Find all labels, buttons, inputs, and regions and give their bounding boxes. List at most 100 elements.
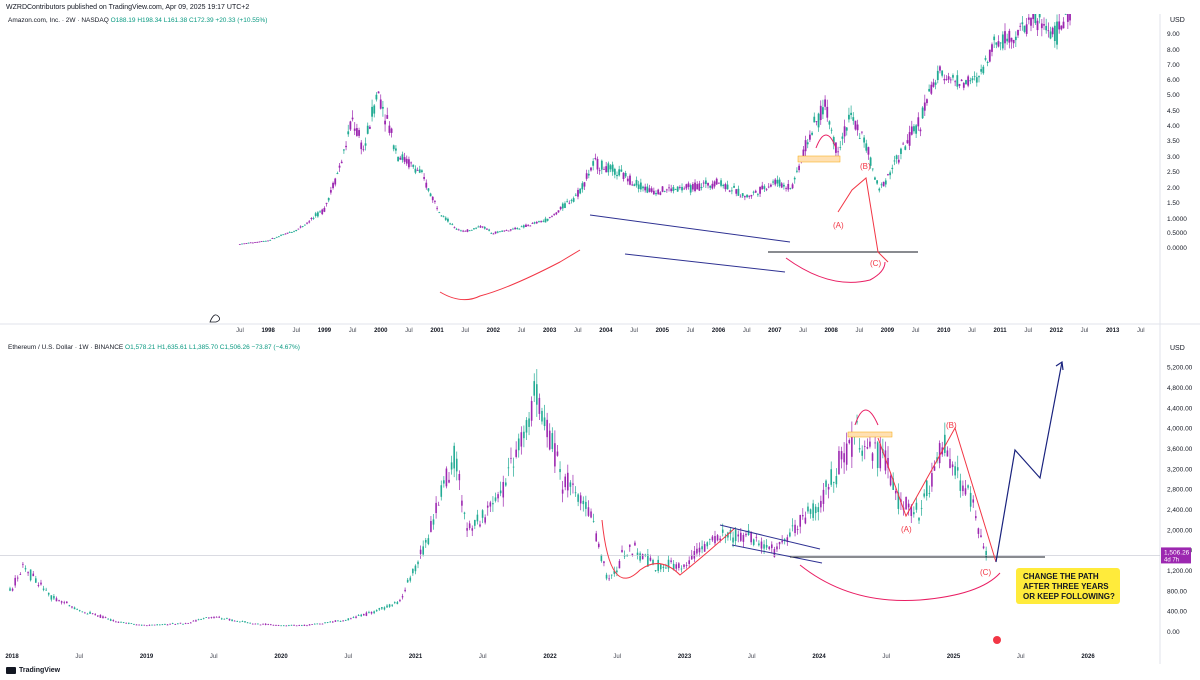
eth-candle (37, 584, 40, 586)
amzn-candle (655, 193, 657, 195)
amzn-candle (642, 186, 644, 189)
eth-time-tick: 2025 (947, 654, 961, 660)
eth-candle (486, 505, 489, 508)
event-flag-icon (993, 636, 1001, 644)
amzn-candle (910, 126, 913, 135)
eth-candle (907, 503, 910, 508)
amzn-time-tick: 2002 (487, 328, 501, 334)
amzn-candle (993, 36, 996, 41)
amzn-candle (542, 220, 545, 222)
eth-top-zone (847, 431, 893, 438)
amzn-candle (1008, 30, 1011, 43)
amzn-price-tick: 0.0000 (1167, 245, 1187, 252)
eth-candle (476, 514, 479, 522)
eth-candle (344, 619, 347, 621)
eth-label-a: (A) (901, 525, 912, 534)
eth-candle (251, 623, 254, 625)
eth-candle (138, 624, 140, 626)
eth-candle (597, 543, 600, 548)
amzn-candle (1019, 25, 1022, 27)
amzn-candle (412, 164, 415, 167)
amzn-candle (802, 149, 805, 157)
amzn-candle (943, 78, 946, 81)
amzn-candle (700, 186, 703, 189)
eth-candle (825, 480, 827, 487)
eth-candle (202, 618, 205, 620)
amzn-candle (971, 78, 974, 81)
eth-candle (153, 624, 156, 626)
eth-candle (288, 625, 290, 627)
eth-candle (355, 616, 357, 618)
eth-candle (81, 611, 84, 613)
amzn-candle (756, 194, 759, 196)
eth-price-tick: 4,000.00 (1167, 426, 1193, 433)
eth-callout-line: CHANGE THE PATH (1023, 572, 1099, 581)
eth-candle (577, 494, 579, 502)
amzn-candle (512, 228, 514, 230)
eth-candle (791, 525, 794, 527)
amzn-candle (312, 217, 315, 219)
amzn-candle (1017, 29, 1019, 36)
eth-time-tick: Jul (479, 654, 487, 660)
amzn-candle (603, 168, 605, 170)
eth-candle (140, 624, 143, 626)
amzn-candle (713, 181, 716, 187)
amzn-candle (1045, 25, 1048, 31)
eth-candle (386, 605, 388, 608)
amzn-candle (958, 84, 961, 86)
eth-candle (876, 442, 879, 468)
eth-candle (357, 615, 360, 616)
eth-candle (946, 450, 949, 457)
amzn-candle (249, 242, 252, 244)
amzn-candle (785, 187, 787, 189)
eth-candle (484, 517, 486, 523)
eth-candle (866, 447, 869, 449)
amzn-candle (245, 243, 248, 244)
amzn-candle (739, 196, 742, 198)
eth-candle (60, 601, 63, 603)
eth-candle (869, 441, 871, 447)
eth-candle (471, 528, 474, 531)
amzn-candle (863, 137, 866, 143)
amzn-candle (518, 228, 521, 230)
eth-candle (918, 517, 920, 521)
eth-candle (47, 592, 50, 595)
amzn-time-tick: 2005 (656, 328, 670, 334)
eth-candle (177, 623, 179, 625)
eth-candle (239, 621, 241, 623)
eth-candle (9, 588, 11, 591)
amzn-candle (475, 227, 478, 229)
amzn-candle (416, 170, 419, 171)
eth-candle (393, 602, 396, 603)
eth-candle (295, 625, 298, 627)
amzn-time-tick: 2006 (712, 328, 726, 334)
eth-price-tick: 2,800.00 (1167, 487, 1193, 494)
eth-candle (419, 549, 422, 555)
amzn-candle (618, 169, 621, 176)
eth-candle (89, 611, 91, 614)
amzn-candle (965, 80, 967, 85)
amzn-candle (457, 229, 460, 231)
eth-candle (161, 624, 164, 626)
eth-candle (97, 615, 99, 617)
amzn-candle (752, 191, 755, 193)
amzn-time-tick: Jul (461, 328, 469, 334)
amzn-candle (355, 128, 358, 136)
amzn-price-tick: 7.00 (1167, 62, 1180, 69)
eth-candle (827, 486, 830, 490)
eth-candle (443, 480, 445, 484)
eth-candle (543, 417, 546, 427)
eth-candle (969, 492, 972, 507)
eth-candle (928, 493, 931, 495)
amzn-candle (403, 157, 406, 162)
amzn-candle (338, 165, 341, 168)
eth-candle (925, 480, 928, 497)
amzn-candle (353, 128, 356, 131)
amzn-candle (1034, 14, 1037, 24)
eth-candle (641, 554, 644, 560)
amzn-candle (254, 242, 256, 243)
amzn-candle (525, 224, 527, 227)
amzn-candle (897, 159, 900, 163)
eth-candle (817, 507, 820, 513)
